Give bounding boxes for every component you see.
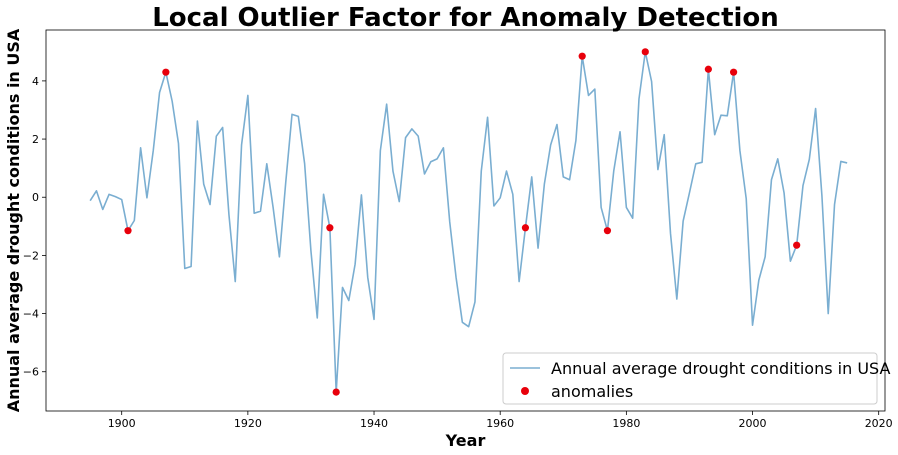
x-tick-label: 1960 <box>486 417 514 430</box>
y-axis: −6 −4 −2 0 2 4 <box>23 75 46 379</box>
anomaly-point <box>730 68 738 76</box>
chart-title: Local Outlier Factor for Anomaly Detecti… <box>152 3 779 33</box>
y-tick-label: 4 <box>32 75 39 88</box>
y-tick-label: −6 <box>23 366 39 379</box>
anomaly-point <box>578 52 586 60</box>
anomaly-point <box>603 227 612 235</box>
legend-dot-swatch <box>521 387 529 395</box>
x-axis-label: Year <box>445 431 486 450</box>
x-tick-label: 1940 <box>360 417 388 430</box>
legend-label-line: Annual average drought conditions in USA <box>551 359 890 378</box>
anomaly-point <box>332 388 340 396</box>
legend: Annual average drought conditions in USA… <box>502 352 890 405</box>
anomaly-point <box>641 48 649 56</box>
x-tick-label: 2020 <box>865 417 893 430</box>
series-line-drought <box>89 51 848 393</box>
x-tick-label: 2000 <box>739 417 767 430</box>
anomaly-point <box>162 68 170 76</box>
x-axis: 1900 1920 1940 1960 1980 2000 2020 <box>108 411 893 430</box>
y-tick-label: −2 <box>23 249 39 262</box>
y-axis-label: Annual average drought conditions in USA <box>4 28 23 412</box>
anomaly-point <box>704 65 712 73</box>
anomaly-point <box>326 224 334 232</box>
plot-layer <box>89 48 848 396</box>
anomaly-point <box>521 224 530 232</box>
anomaly-point <box>793 241 801 249</box>
y-tick-label: −4 <box>23 308 39 321</box>
x-tick-label: 1920 <box>234 417 262 430</box>
y-tick-label: 2 <box>32 133 39 146</box>
x-tick-label: 1980 <box>612 417 640 430</box>
plot-area <box>45 29 886 412</box>
x-tick-label: 1900 <box>108 417 136 430</box>
anomaly-point <box>124 227 132 235</box>
legend-box <box>502 352 878 405</box>
legend-label-anomalies: anomalies <box>551 382 633 401</box>
y-tick-label: 0 <box>32 191 39 204</box>
